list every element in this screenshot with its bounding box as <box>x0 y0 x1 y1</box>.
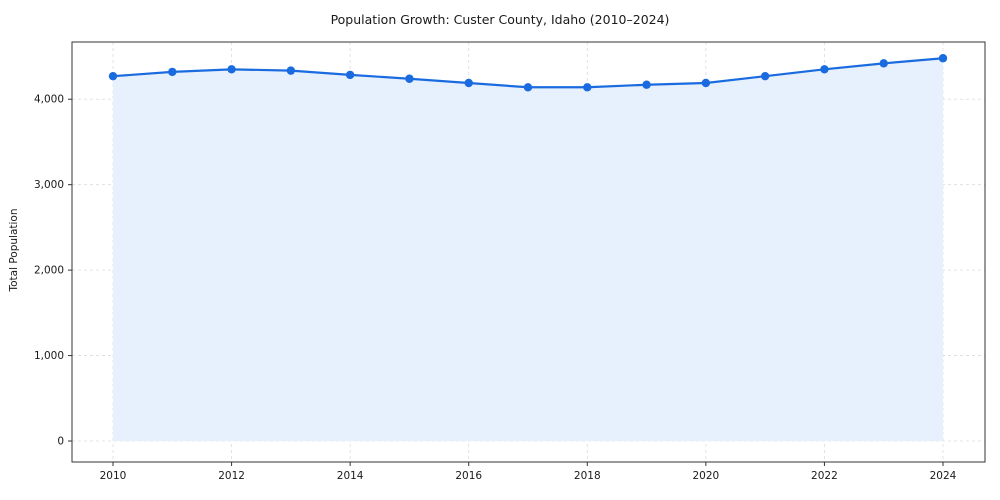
data-point-marker-2013 <box>286 66 296 75</box>
data-point-marker-2018 <box>583 83 592 92</box>
data-point-marker-2014 <box>345 70 355 80</box>
y-tick-label: 4,000 <box>34 94 64 106</box>
y-tick-label: 2,000 <box>34 265 64 277</box>
data-point-marker-2021 <box>760 71 770 81</box>
x-tick-label: 2024 <box>930 470 957 482</box>
data-point-marker-2019 <box>642 80 651 89</box>
data-point-marker-2016 <box>464 78 473 88</box>
y-tick-label: 1,000 <box>34 350 64 362</box>
y-tick-label: 0 <box>57 436 64 448</box>
x-tick-label: 2012 <box>218 470 245 482</box>
x-tick-label: 2018 <box>574 470 601 482</box>
y-axis-label: Total Population <box>8 208 20 292</box>
data-point-marker-2022 <box>820 65 829 74</box>
data-point-marker-2017 <box>523 83 533 92</box>
x-tick-label: 2020 <box>692 470 719 482</box>
data-point-marker-2011 <box>168 67 177 77</box>
chart-title: Population Growth: Custer County, Idaho … <box>330 12 670 27</box>
data-point-marker-2020 <box>701 78 711 88</box>
data-point-marker-2015 <box>405 74 414 83</box>
x-tick-label: 2016 <box>455 470 482 482</box>
x-tick-label: 2014 <box>337 470 364 482</box>
x-tick-label: 2010 <box>100 470 127 482</box>
x-tick-label: 2022 <box>811 470 838 482</box>
data-point-marker-2023 <box>879 59 888 68</box>
data-point-marker-2024 <box>938 54 948 63</box>
plot-border <box>71 41 986 463</box>
data-point-marker-2012 <box>227 65 236 74</box>
data-point-marker-2010 <box>108 71 118 81</box>
area-fill <box>113 58 943 442</box>
y-tick-label: 3,000 <box>34 179 64 191</box>
